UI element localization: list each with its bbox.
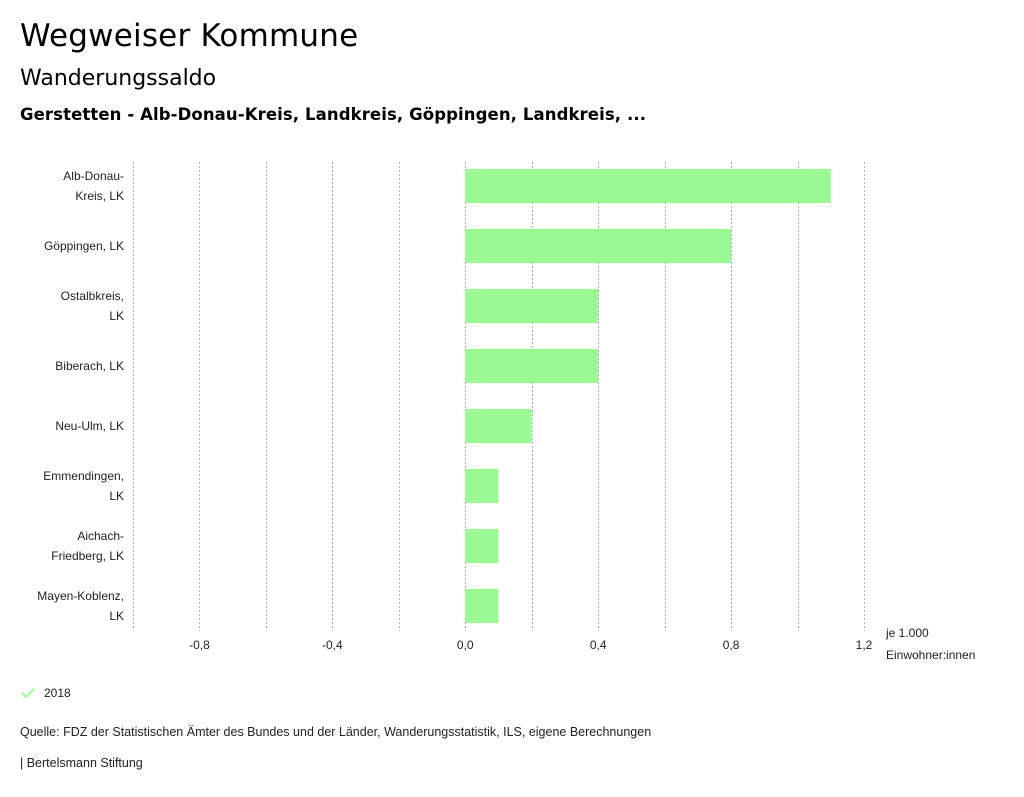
credit-note: | Bertelsmann Stiftung — [20, 756, 143, 770]
category-label-line: LK — [109, 309, 124, 323]
category-label: Göppingen, LK — [44, 239, 124, 253]
bar[interactable] — [465, 469, 499, 503]
legend-item-2018[interactable]: 2018 — [20, 686, 71, 700]
category-label-line: Göppingen, LK — [44, 239, 124, 253]
bar[interactable] — [465, 229, 732, 263]
chart-subtitle: Wanderungssaldo — [20, 66, 217, 91]
x-tick-label: 0,8 — [723, 638, 740, 652]
category-label-line: Emmendingen, — [43, 469, 124, 483]
category-label-line: Biberach, LK — [55, 359, 124, 373]
category-label-line: Alb-Donau- — [63, 169, 124, 183]
bar[interactable] — [465, 409, 532, 443]
x-axis-unit-label-line2: Einwohner:innen — [886, 648, 975, 662]
category-label: Alb-Donau- Kreis, LK — [63, 169, 124, 203]
x-tick-label: -0,8 — [189, 638, 210, 652]
category-label-line: LK — [109, 489, 124, 503]
category-label-line: Neu-Ulm, LK — [55, 419, 124, 433]
category-label-line: Kreis, LK — [75, 189, 124, 203]
category-label: Emmendingen, LK — [43, 469, 124, 503]
category-label-line: Aichach- — [77, 529, 124, 543]
category-label: Aichach- Friedberg, LK — [51, 529, 124, 563]
category-label-line: Friedberg, LK — [51, 549, 124, 563]
bar[interactable] — [465, 349, 599, 383]
category-label: Neu-Ulm, LK — [55, 419, 124, 433]
category-label: Ostalbkreis, LK — [61, 289, 124, 323]
x-tick-label: -0,4 — [322, 638, 343, 652]
category-labels: Alb-Donau- Kreis, LK Göppingen, LK Ostalbkr… — [37, 169, 124, 623]
bar[interactable] — [465, 169, 831, 203]
selection-summary: Gerstetten - Alb-Donau-Kreis, Landkreis,… — [20, 105, 647, 124]
check-icon — [21, 688, 35, 699]
app-title: Wegweiser Kommune — [20, 18, 359, 54]
bar[interactable] — [465, 589, 499, 623]
x-tick-label: 0,4 — [590, 638, 607, 652]
x-axis-unit-label-line1: je 1.000 — [885, 626, 929, 640]
x-tick-label: 1,2 — [856, 638, 873, 652]
bar[interactable] — [465, 289, 599, 323]
category-label: Biberach, LK — [55, 359, 124, 373]
bar[interactable] — [465, 529, 499, 563]
category-label-line: Ostalbkreis, — [61, 289, 124, 303]
category-label-line: LK — [109, 609, 124, 623]
x-tick-label: 0,0 — [457, 638, 474, 652]
x-tick-labels: -0,8 -0,4 0,0 0,4 0,8 1,2 — [189, 638, 873, 652]
bars — [465, 169, 831, 623]
legend-label: 2018 — [44, 686, 71, 700]
category-label: Mayen-Koblenz, LK — [37, 589, 124, 623]
source-note: Quelle: FDZ der Statistischen Ämter des … — [20, 725, 652, 739]
category-label-line: Mayen-Koblenz, — [37, 589, 124, 603]
bar-chart: Alb-Donau- Kreis, LK Göppingen, LK Ostalbkr… — [37, 162, 975, 662]
